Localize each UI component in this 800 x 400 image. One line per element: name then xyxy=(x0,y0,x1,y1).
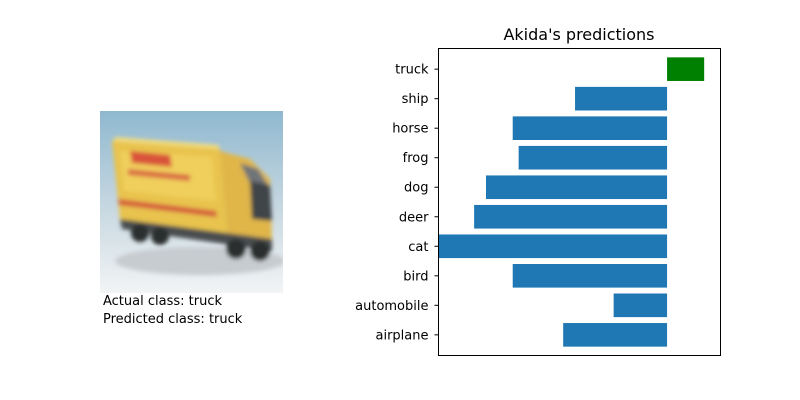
y-tick-label: automobile xyxy=(355,299,428,314)
truck-image xyxy=(100,111,283,293)
bar-horse xyxy=(512,116,668,141)
y-tick-label: deer xyxy=(399,210,429,225)
bar-frog xyxy=(518,145,668,170)
bar-automobile xyxy=(613,293,668,318)
bar-ship xyxy=(575,86,668,111)
actual-class-value: truck xyxy=(188,294,223,309)
predicted-class-label: Predicted class: xyxy=(103,312,205,327)
bar-airplane xyxy=(563,323,668,347)
input-image xyxy=(100,111,283,293)
y-tick-label: frog xyxy=(403,151,429,166)
bar-truck xyxy=(667,57,705,81)
y-axis-ticks: airplane automobile bird cat deer dog frog hors… xyxy=(355,63,439,343)
bar-group xyxy=(438,57,705,347)
bar-deer xyxy=(474,204,668,229)
bar-dog xyxy=(485,175,668,200)
actual-class-label: Actual class: xyxy=(103,294,185,309)
y-tick-label: truck xyxy=(395,63,429,78)
predicted-class-caption: Predicted class: truck xyxy=(103,312,242,328)
y-tick-label: airplane xyxy=(376,328,429,343)
bar-bird xyxy=(512,263,668,288)
y-tick-label: horse xyxy=(392,122,428,137)
y-tick-label: ship xyxy=(402,92,429,107)
chart-title: Akida's predictions xyxy=(503,25,654,44)
y-tick-label: dog xyxy=(404,181,428,196)
predicted-class-value: truck xyxy=(208,312,243,327)
plot-frame xyxy=(438,48,721,356)
actual-class-caption: Actual class: truck xyxy=(103,294,222,310)
bar-cat xyxy=(438,234,668,259)
y-tick-label: cat xyxy=(408,240,428,255)
y-tick-label: bird xyxy=(403,269,428,284)
